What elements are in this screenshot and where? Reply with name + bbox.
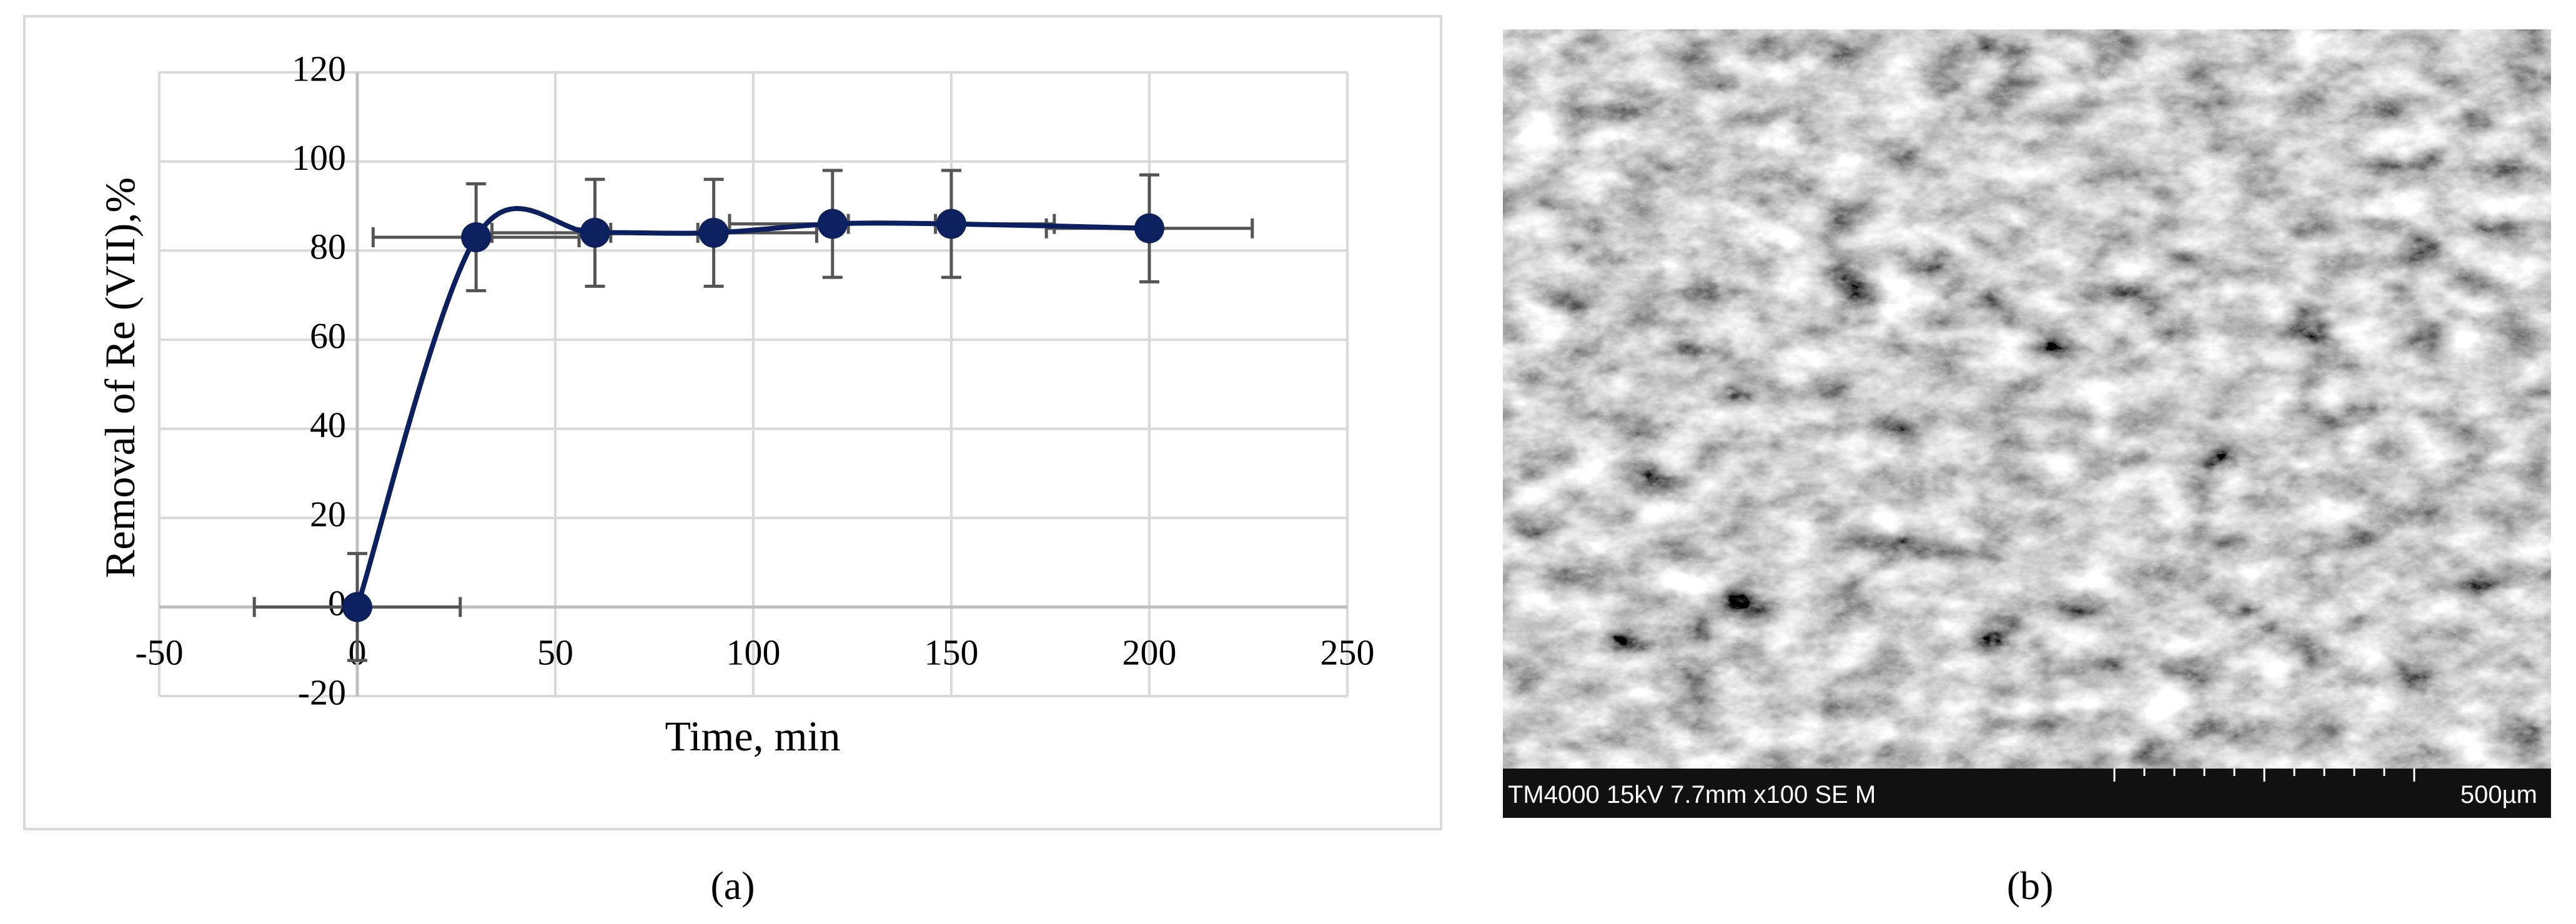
- point: [698, 217, 729, 248]
- x-tick-label: 250: [1320, 632, 1375, 672]
- x-tick-label: 100: [726, 632, 781, 672]
- chart-frame: [23, 15, 1442, 830]
- x-tick-label: 150: [924, 632, 979, 672]
- x-tick-label: 50: [537, 632, 573, 672]
- y-axis-title: Removal of Re (VII),%: [96, 177, 144, 578]
- point: [817, 209, 848, 239]
- y-tick-label: 80: [310, 227, 346, 267]
- y-tick-label: 20: [310, 494, 346, 534]
- x-tick-label: -50: [135, 632, 183, 672]
- scale-ticks: [2113, 769, 2415, 782]
- y-tick-label: 60: [310, 315, 346, 356]
- y-tick-label: 100: [292, 137, 346, 178]
- point: [936, 209, 966, 239]
- point: [342, 592, 372, 622]
- caption: (a): [710, 863, 755, 908]
- caption: (b): [2007, 863, 2054, 908]
- y-tick-label: 120: [292, 48, 346, 89]
- x-tick-label: 200: [1122, 632, 1177, 672]
- info-bar: [1503, 769, 2551, 818]
- y-tick-label: -20: [298, 672, 346, 712]
- point: [580, 217, 610, 248]
- y-tick-label: 40: [310, 405, 346, 445]
- x-axis-title: Time, min: [665, 712, 841, 760]
- sem-scale: 500µm: [2460, 781, 2537, 808]
- sem-image: [1503, 29, 2551, 818]
- point: [1134, 213, 1164, 243]
- point: [461, 222, 492, 253]
- sem-info: TM4000 15kV 7.7mm x100 SE M: [1508, 781, 1876, 808]
- photo-grain: [1503, 29, 2551, 818]
